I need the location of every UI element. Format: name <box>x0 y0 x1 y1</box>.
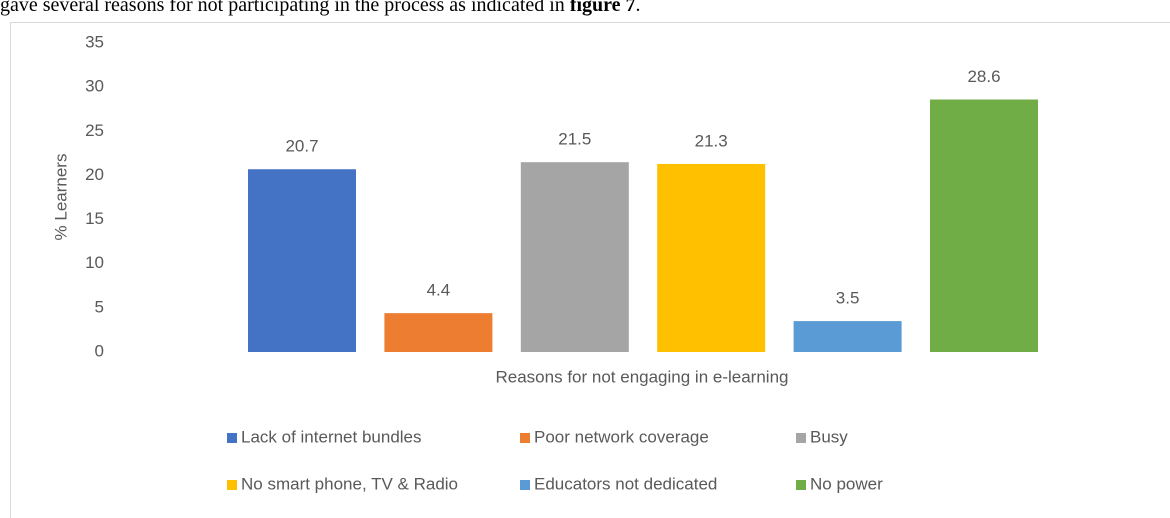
y-tick-label: 30 <box>85 77 104 96</box>
data-label: 20.7 <box>285 137 318 156</box>
y-tick-label: 5 <box>95 297 104 316</box>
data-label: 28.6 <box>967 67 1000 86</box>
y-tick-label: 25 <box>85 121 104 140</box>
text-plain: gave several reasons for not participati… <box>0 0 565 16</box>
legend-swatch <box>520 480 530 490</box>
data-label: 3.5 <box>836 289 860 308</box>
x-axis-title: Reasons for not engaging in e-learning <box>496 367 789 386</box>
data-label: 21.5 <box>558 130 591 149</box>
legend-swatch <box>227 433 237 443</box>
bar <box>248 169 356 352</box>
legend-label: Busy <box>810 427 848 446</box>
legend-swatch <box>796 480 806 490</box>
chart-frame <box>10 22 1170 518</box>
bar <box>930 99 1038 352</box>
document-text: gave several reasons for not participati… <box>0 0 641 16</box>
y-tick-label: 35 <box>85 32 104 51</box>
text-bold: figure 7 <box>570 0 636 16</box>
y-tick-label: 10 <box>85 253 104 272</box>
legend-label: No power <box>810 474 883 493</box>
y-tick-label: 0 <box>95 341 104 360</box>
legend-swatch <box>227 480 237 490</box>
legend-swatch <box>520 433 530 443</box>
bar <box>384 313 493 352</box>
legend-swatch <box>796 433 806 443</box>
bar <box>793 321 902 352</box>
legend-label: Educators not dedicated <box>534 474 717 493</box>
y-axis-title: % Learners <box>51 154 70 241</box>
data-label: 21.3 <box>695 131 728 150</box>
y-tick-label: 15 <box>85 209 104 228</box>
y-tick-label: 20 <box>85 165 104 184</box>
legend-label: No smart phone, TV & Radio <box>241 474 458 493</box>
data-label: 4.4 <box>427 281 451 300</box>
legend-label: Poor network coverage <box>534 427 709 446</box>
text-end: . <box>636 0 641 16</box>
legend-label: Lack of internet bundles <box>241 427 422 446</box>
bar <box>657 163 766 352</box>
bar <box>520 162 629 352</box>
